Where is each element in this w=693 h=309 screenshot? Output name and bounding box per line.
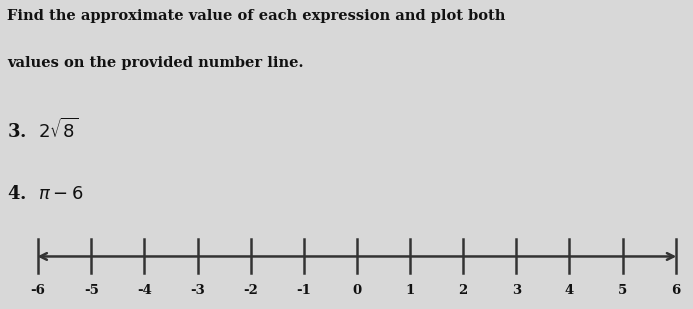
- Text: Find the approximate value of each expression and plot both: Find the approximate value of each expre…: [7, 9, 505, 23]
- Text: -3: -3: [190, 284, 205, 297]
- Text: -5: -5: [84, 284, 98, 297]
- Text: 1: 1: [405, 284, 414, 297]
- Text: 4.  $\pi - 6$: 4. $\pi - 6$: [7, 185, 83, 203]
- Text: 3.  $2\sqrt{8}$: 3. $2\sqrt{8}$: [7, 117, 78, 142]
- Text: 6: 6: [671, 284, 681, 297]
- Text: 4: 4: [565, 284, 574, 297]
- Text: -4: -4: [137, 284, 152, 297]
- Text: -6: -6: [30, 284, 46, 297]
- Text: 0: 0: [352, 284, 362, 297]
- Text: -1: -1: [297, 284, 311, 297]
- Text: 5: 5: [618, 284, 627, 297]
- Text: 2: 2: [459, 284, 468, 297]
- Text: -2: -2: [243, 284, 258, 297]
- Text: 3: 3: [511, 284, 521, 297]
- Text: values on the provided number line.: values on the provided number line.: [7, 56, 304, 70]
